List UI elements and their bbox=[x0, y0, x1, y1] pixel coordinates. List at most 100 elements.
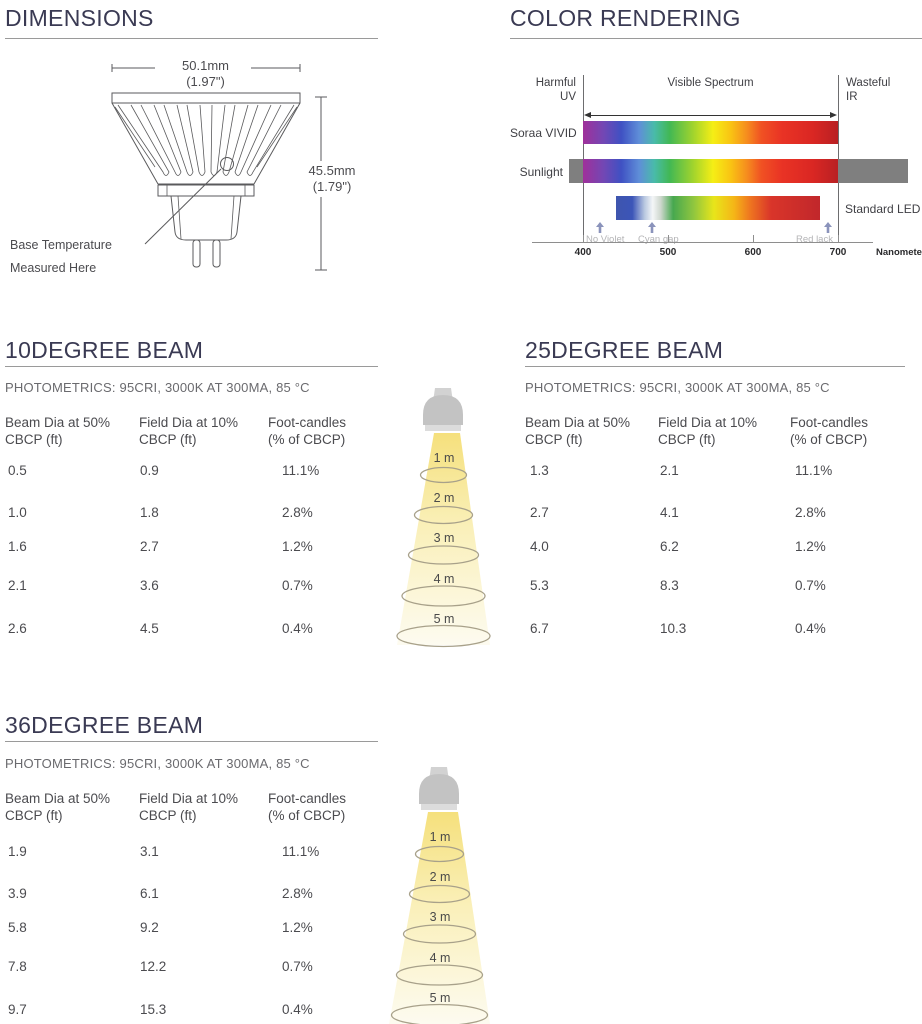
uv-boundary-line bbox=[583, 75, 584, 242]
spectrum-range-arrow-line bbox=[590, 115, 831, 116]
table-cell: 7.8 bbox=[8, 959, 27, 974]
lamp-dome bbox=[423, 395, 463, 425]
sunlight-label: Sunlight bbox=[519, 165, 563, 179]
wasteful-ir-label: Wasteful IR bbox=[846, 76, 890, 104]
red-lack-arrow-icon bbox=[824, 222, 832, 233]
standard-led-spectrum-bar bbox=[616, 196, 820, 220]
col1-line1: Beam Dia at 50% bbox=[525, 415, 631, 430]
distance-label-4m: 4 m bbox=[433, 572, 455, 586]
base-temp-note-line2: Measured Here bbox=[10, 261, 97, 275]
tick-label-600: 600 bbox=[744, 247, 762, 258]
table-cell: 0.4% bbox=[282, 1002, 313, 1017]
beam25-rule bbox=[525, 366, 905, 367]
table-cell: 15.3 bbox=[140, 1002, 167, 1017]
color-rendering-figure: Harmful UV Visible Spectrum Wasteful IR … bbox=[510, 60, 922, 295]
table-cell: 1.2% bbox=[282, 920, 313, 935]
table-cell: 6.2 bbox=[660, 539, 679, 554]
table-cell: 2.1 bbox=[8, 578, 27, 593]
table-cell: 2.1 bbox=[660, 463, 679, 478]
table-cell: 0.7% bbox=[795, 578, 826, 593]
col3-line1: Foot-candles bbox=[268, 791, 347, 806]
height-mm: 45.5mm bbox=[308, 163, 356, 178]
column-header: Foot-candles (% of CBCP) bbox=[268, 414, 346, 448]
table-cell: 9.7 bbox=[8, 1002, 27, 1017]
table-cell: 2.8% bbox=[795, 505, 826, 520]
beam-cone-drawing bbox=[396, 388, 491, 648]
col3-line1: Foot-candles bbox=[268, 415, 347, 430]
beam36-table: 1.9 3.1 11.1% 3.9 6.1 2.8% 5.8 9.2 1.2% … bbox=[5, 844, 385, 1024]
table-cell: 1.0 bbox=[8, 505, 27, 520]
height-in: (1.79") bbox=[312, 179, 352, 194]
table-cell: 2.6 bbox=[8, 621, 27, 636]
table-cell: 1.3 bbox=[530, 463, 549, 478]
table-cell: 0.4% bbox=[282, 621, 313, 636]
table-cell: 4.5 bbox=[140, 621, 159, 636]
col1-line1: Beam Dia at 50% bbox=[5, 791, 111, 806]
table-cell: 11.1% bbox=[282, 463, 320, 478]
beam10-rule bbox=[5, 366, 378, 367]
col2-line2: CBCP (ft) bbox=[139, 808, 197, 823]
tick-400 bbox=[583, 235, 584, 242]
col2-line1: Field Dia at 10% bbox=[139, 415, 239, 430]
height-dimension-label: 45.5mm (1.79") bbox=[301, 163, 363, 195]
table-cell: 1.6 bbox=[8, 539, 27, 554]
standard-led-label: Standard LED bbox=[845, 202, 921, 216]
base-temp-note-line1: Base Temperature bbox=[10, 238, 112, 252]
distance-label-2m: 2 m bbox=[429, 870, 451, 884]
col3-line2: (% of CBCP) bbox=[790, 432, 868, 447]
col2-line1: Field Dia at 10% bbox=[139, 791, 239, 806]
column-header: Field Dia at 10% CBCP (ft) bbox=[139, 414, 238, 448]
arrow-left-head bbox=[584, 112, 591, 118]
lamp-technical-drawing bbox=[111, 64, 327, 271]
column-header: Beam Dia at 50% CBCP (ft) bbox=[5, 790, 110, 824]
table-cell: 3.1 bbox=[140, 844, 159, 859]
color-rendering-title: COLOR RENDERING bbox=[510, 5, 741, 31]
column-header: Foot-candles (% of CBCP) bbox=[790, 414, 868, 448]
beam-cone-figure-36: 1 m 2 m 3 m 4 m 5 m bbox=[386, 762, 501, 1024]
col1-line2: CBCP (ft) bbox=[5, 808, 63, 823]
table-cell: 0.9 bbox=[140, 463, 159, 478]
table-cell: 12.2 bbox=[140, 959, 167, 974]
col2-line2: CBCP (ft) bbox=[658, 432, 716, 447]
width-in: (1.97") bbox=[186, 74, 225, 89]
table-cell: 1.2% bbox=[282, 539, 313, 554]
table-cell: 2.8% bbox=[282, 886, 313, 901]
distance-label-1m: 1 m bbox=[429, 830, 451, 844]
beam-cone-drawing bbox=[389, 767, 490, 1024]
dimensions-rule bbox=[5, 38, 378, 39]
distance-label-5m: 5 m bbox=[433, 612, 455, 626]
cyan-gap-arrow-icon bbox=[648, 222, 656, 233]
col1-line1: Beam Dia at 50% bbox=[5, 415, 111, 430]
width-mm: 50.1mm bbox=[182, 58, 229, 73]
table-cell: 2.7 bbox=[530, 505, 549, 520]
table-cell: 8.3 bbox=[660, 578, 679, 593]
col2-line2: CBCP (ft) bbox=[139, 432, 197, 447]
beam36-rule bbox=[5, 741, 378, 742]
table-cell: 2.7 bbox=[140, 539, 159, 554]
distance-label-2m: 2 m bbox=[433, 491, 455, 505]
lamp-dome bbox=[419, 774, 459, 804]
no-violet-arrow-icon bbox=[596, 222, 604, 233]
table-cell: 2.8% bbox=[282, 505, 313, 520]
lamp-dimensions-figure: 50.1mm (1.97") 45.5mm (1.79") Base Tempe… bbox=[5, 55, 390, 293]
beam25-photometrics: PHOTOMETRICS: 95CRI, 3000K AT 300MA, 85 … bbox=[525, 380, 830, 395]
beam36-title: 36DEGREE BEAM bbox=[5, 712, 204, 738]
harmful-uv-label: Harmful UV bbox=[518, 76, 576, 104]
col1-line2: CBCP (ft) bbox=[525, 432, 583, 447]
col3-line1: Foot-candles bbox=[790, 415, 869, 430]
beam-cone-figure-10: 1 m 2 m 3 m 4 m 5 m bbox=[390, 383, 505, 653]
sunlight-spectrum-bar bbox=[583, 159, 838, 183]
width-dimension-label: 50.1mm (1.97") bbox=[153, 58, 258, 90]
red-lack-annotation: Red lack bbox=[796, 234, 833, 245]
lamp-base bbox=[421, 804, 457, 810]
distance-label-3m: 3 m bbox=[433, 531, 455, 545]
table-cell: 1.8 bbox=[140, 505, 159, 520]
table-cell: 11.1% bbox=[282, 844, 320, 859]
beam10-photometrics: PHOTOMETRICS: 95CRI, 3000K AT 300MA, 85 … bbox=[5, 380, 310, 395]
dimensions-title: DIMENSIONS bbox=[5, 5, 154, 31]
tick-600 bbox=[753, 235, 754, 242]
table-cell: 4.1 bbox=[660, 505, 679, 520]
wasteful-label-line2: IR bbox=[846, 91, 858, 103]
table-cell: 4.0 bbox=[530, 539, 549, 554]
beam25-title: 25DEGREE BEAM bbox=[525, 337, 724, 363]
